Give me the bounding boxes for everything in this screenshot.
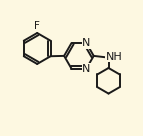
Text: N: N [82, 64, 91, 74]
Text: F: F [34, 21, 40, 31]
Text: N: N [82, 38, 91, 48]
Text: NH: NH [106, 52, 123, 62]
